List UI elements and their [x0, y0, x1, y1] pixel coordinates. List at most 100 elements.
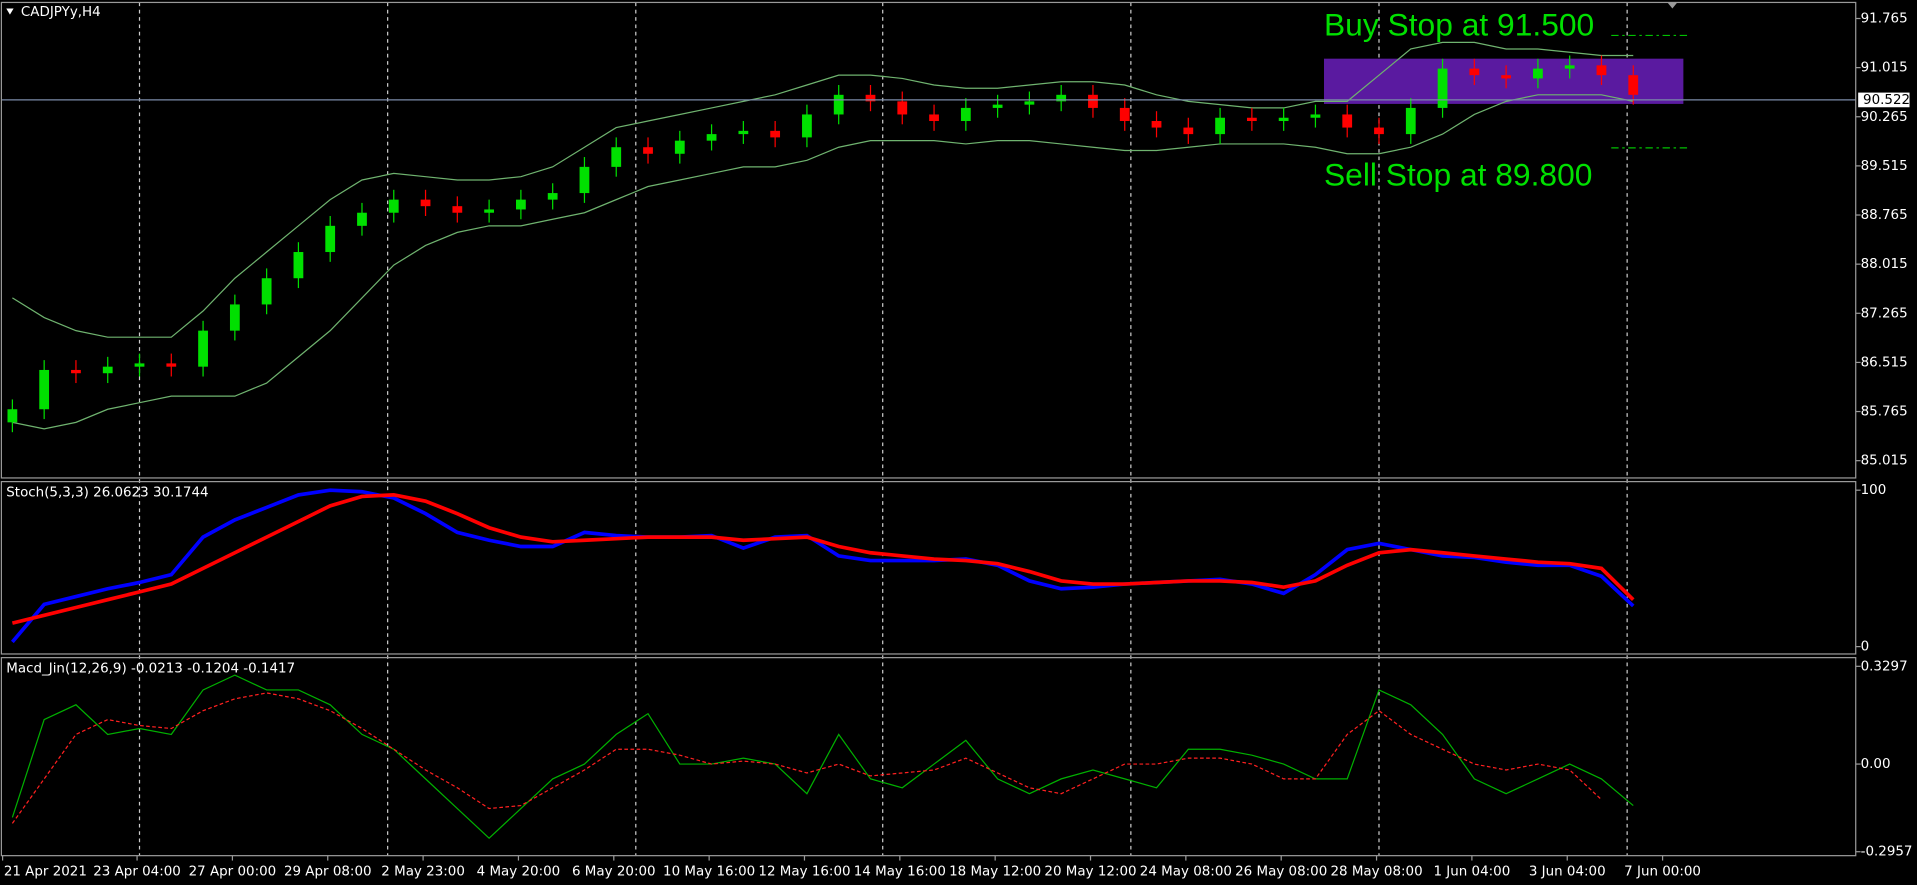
candle-body [516, 199, 526, 210]
candle-body [865, 94, 876, 102]
x-tick-label: 7 Jun 00:00 [1624, 865, 1701, 880]
indicator-line [11, 692, 1602, 824]
candle-body [1024, 101, 1035, 105]
x-tick-label: 21 Apr 2021 [4, 865, 87, 880]
x-tick-label: 24 May 08:00 [1140, 865, 1232, 880]
x-tick-label: 29 Apr 08:00 [284, 865, 372, 880]
candle-body [1278, 117, 1289, 122]
x-tick-label: 12 May 16:00 [758, 865, 850, 880]
candle-body [293, 252, 304, 279]
candle-body [929, 114, 939, 122]
separators [138, 2, 1628, 856]
candle-body [357, 212, 367, 226]
candle-body [452, 206, 463, 213]
candle-body [1119, 107, 1130, 122]
candle-body [992, 104, 1003, 108]
buy-stop-note: Buy Stop at 91.500 [1324, 6, 1594, 42]
indicator-line [11, 493, 1635, 625]
candle-body [1564, 65, 1575, 69]
band-line [12, 94, 1634, 430]
chart-layer: 91.765 91.015 90.265 89.515 88.765 88.015 87.2… [1, 11, 1913, 880]
candle-body [770, 130, 781, 138]
shift-marker [1667, 2, 1678, 9]
stop-levels [1611, 34, 1691, 149]
stoch-title: Stoch(5,3,3) 26.0623 30.1744 [6, 486, 208, 501]
candle-body [166, 363, 177, 367]
candle-body [1151, 121, 1162, 128]
candle-body [198, 330, 208, 367]
x-tick-label: 27 Apr 00:00 [189, 865, 277, 880]
y-tick-label: 90.265 [1861, 110, 1908, 125]
indicator-line [10, 488, 1635, 644]
x-tick-label: 26 May 08:00 [1235, 865, 1327, 880]
candle-body [897, 101, 908, 115]
y-tick-label: 91.765 [1861, 11, 1908, 26]
candle-body [802, 114, 812, 138]
x-tick-label: 18 May 12:00 [949, 865, 1041, 880]
candle-body [1405, 107, 1416, 135]
candle-body [420, 199, 431, 207]
x-tick-label: 10 May 16:00 [663, 865, 755, 880]
candle-body [7, 409, 18, 423]
x-tick-label: 4 May 20:00 [477, 865, 561, 880]
candle-body [1088, 94, 1098, 108]
candle-body [674, 140, 685, 154]
candle-body [261, 278, 272, 305]
candle-body [738, 130, 749, 135]
candle-body [229, 304, 240, 331]
y-tick-label: 89.515 [1861, 159, 1908, 174]
candle-body [325, 225, 336, 253]
candle-body [833, 94, 844, 115]
candle-body [960, 107, 971, 122]
candle-body [388, 199, 399, 213]
x-tick-label: 2 May 23:00 [381, 865, 465, 880]
candle-body [1533, 68, 1543, 79]
x-tick-label: 14 May 16:00 [854, 865, 946, 880]
y-tick-label: 91.015 [1861, 61, 1908, 76]
x-tick-label: 23 Apr 04:00 [93, 865, 181, 880]
candle-body [1056, 94, 1067, 102]
macd-title: Macd_Jin(12,26,9) -0.0213 -0.1204 -0.141… [6, 662, 295, 677]
menu-arrow[interactable] [6, 8, 14, 15]
candle-body [71, 369, 81, 374]
candle-body [1501, 75, 1512, 79]
candle-body [579, 166, 590, 194]
price-tag [1858, 92, 1910, 108]
candle-body [134, 363, 145, 367]
band-line [12, 41, 1634, 338]
candle-body [1342, 114, 1353, 128]
y-tick-label: 85.765 [1861, 405, 1908, 420]
y-tick-label: 88.765 [1861, 208, 1908, 223]
candle-body [1596, 65, 1607, 76]
candle-body [1469, 68, 1480, 76]
x-tick-label: 20 May 12:00 [1044, 865, 1136, 880]
y-tick-label: 0 [1861, 640, 1870, 655]
symbol-title: CADJPYy,H4 [21, 5, 101, 20]
candle-body [1215, 117, 1225, 135]
candle-body [484, 209, 494, 213]
indicator-line [11, 674, 1634, 840]
y-tick-label: -0.2957 [1861, 845, 1913, 860]
price-tag-label: 90.522 [1863, 93, 1910, 108]
candle-body [1246, 117, 1257, 122]
candle-body [547, 193, 558, 200]
x-tick-label: 28 May 08:00 [1330, 865, 1422, 880]
y-tick-label: 100 [1861, 483, 1887, 498]
x-tick-label: 6 May 20:00 [572, 865, 656, 880]
candle-body [1310, 114, 1321, 118]
candle-body [706, 134, 717, 141]
candle-body [39, 369, 50, 410]
x-tick-label: 1 Jun 04:00 [1433, 865, 1510, 880]
candle-body [643, 147, 653, 154]
y-tick-label: 85.015 [1861, 454, 1908, 469]
y-tick-label: 0.00 [1861, 757, 1891, 772]
y-tick-label: 86.515 [1861, 355, 1908, 370]
x-tick-label: 3 Jun 04:00 [1529, 865, 1606, 880]
y-tick-label: 87.265 [1861, 306, 1908, 321]
candle-body [1183, 127, 1194, 135]
candle-body [611, 147, 622, 167]
candle-body [102, 366, 113, 374]
sell-stop-note: Sell Stop at 89.800 [1324, 157, 1592, 193]
